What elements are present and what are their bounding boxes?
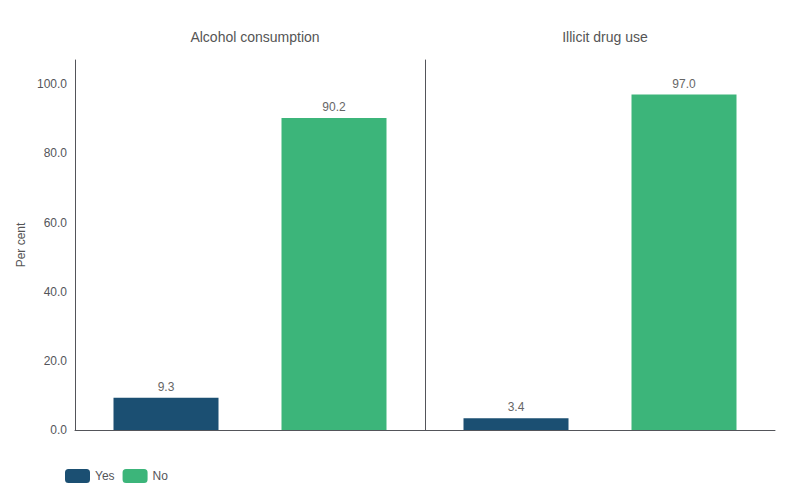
- svg-text:No: No: [153, 469, 169, 483]
- svg-text:3.4: 3.4: [508, 400, 525, 414]
- svg-text:0.0: 0.0: [50, 423, 67, 437]
- svg-text:97.0: 97.0: [672, 77, 696, 91]
- svg-text:60.0: 60.0: [44, 216, 68, 230]
- svg-text:40.0: 40.0: [44, 285, 68, 299]
- svg-text:90.2: 90.2: [322, 100, 346, 114]
- svg-text:Per cent: Per cent: [14, 222, 28, 267]
- svg-text:Yes: Yes: [95, 469, 115, 483]
- svg-text:80.0: 80.0: [44, 146, 68, 160]
- svg-text:Illicit drug use: Illicit drug use: [562, 29, 648, 45]
- svg-text:100.0: 100.0: [37, 77, 67, 91]
- svg-text:20.0: 20.0: [44, 354, 68, 368]
- svg-text:Alcohol consumption: Alcohol consumption: [190, 29, 319, 45]
- svg-text:9.3: 9.3: [158, 380, 175, 394]
